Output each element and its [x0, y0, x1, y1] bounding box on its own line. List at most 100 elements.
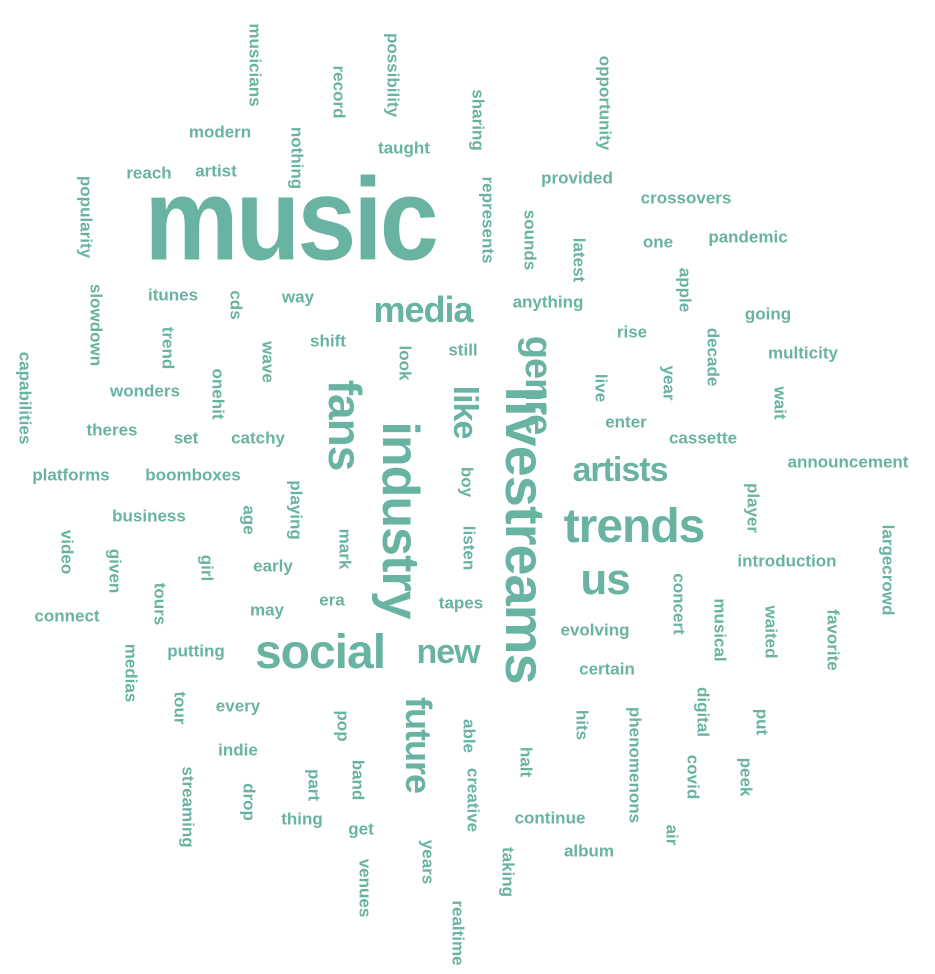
word-certain: certain	[579, 659, 635, 679]
word-apple: apple	[675, 267, 695, 313]
word-connect: connect	[34, 606, 100, 626]
word-enter: enter	[605, 412, 647, 432]
word-wait: wait	[770, 386, 790, 420]
word-wave: wave	[258, 341, 278, 383]
word-crossovers: crossovers	[640, 188, 732, 208]
word-air: air	[662, 824, 682, 846]
word-musical: musical	[710, 598, 730, 662]
word-taught: taught	[378, 138, 430, 158]
word-live: live	[591, 373, 611, 403]
word-concert: concert	[669, 573, 689, 635]
word-future: future	[398, 697, 439, 793]
word-nothing: nothing	[287, 126, 307, 190]
word-record: record	[329, 65, 349, 119]
word-tapes: tapes	[438, 593, 484, 613]
word-band: band	[348, 759, 368, 801]
word-catchy: catchy	[231, 428, 285, 448]
word-thing: thing	[281, 809, 323, 829]
word-pandemic: pandemic	[708, 227, 788, 247]
word-slowdown: slowdown	[86, 283, 106, 367]
word-shift: shift	[310, 331, 346, 351]
word-represents: represents	[478, 176, 498, 264]
word-artist: artist	[195, 161, 237, 181]
word-given: given	[105, 548, 125, 594]
word-halt: halt	[516, 746, 536, 778]
word-wonders: wonders	[110, 381, 180, 401]
word-fans: fans	[319, 379, 371, 471]
word-able: able	[459, 718, 479, 754]
word-mark: mark	[335, 528, 355, 570]
word-new: new	[416, 633, 480, 671]
word-digital: digital	[693, 686, 713, 738]
word-age: age	[239, 505, 259, 535]
word-trends: trends	[563, 500, 706, 553]
word-realtime: realtime	[448, 900, 468, 966]
word-like: like	[446, 385, 484, 439]
word-get: get	[348, 819, 374, 839]
word-industry: industry	[371, 421, 429, 619]
word-favorite: favorite	[823, 609, 843, 671]
word-popularity: popularity	[76, 175, 96, 259]
word-musicians: musicians	[245, 23, 265, 107]
word-capabilities: capabilities	[15, 351, 35, 445]
word-media: media	[373, 289, 473, 330]
word-medias: medias	[121, 643, 141, 703]
word-rise: rise	[616, 322, 648, 342]
word-still: still	[448, 340, 478, 360]
word-provided: provided	[541, 168, 613, 188]
word-boy: boy	[457, 466, 477, 498]
word-introduction: introduction	[737, 551, 837, 571]
word-latest: latest	[569, 237, 589, 283]
word-multicity: multicity	[768, 343, 838, 363]
word-us: us	[580, 555, 630, 604]
word-modern: modern	[188, 122, 252, 142]
word-covid: covid	[683, 754, 703, 800]
word-tours: tours	[150, 582, 170, 626]
word-going: going	[744, 304, 792, 324]
word-continue: continue	[514, 808, 586, 828]
word-playing: playing	[286, 480, 306, 540]
word-pop: pop	[333, 710, 353, 742]
word-platforms: platforms	[32, 465, 110, 485]
word-trend: trend	[158, 326, 178, 370]
word-player: player	[743, 482, 763, 534]
word-early: early	[253, 556, 293, 576]
word-way: way	[281, 287, 315, 307]
word-streaming: streaming	[178, 766, 198, 848]
word-years: years	[418, 839, 438, 885]
word-social: social	[254, 626, 386, 679]
word-boomboxes: boomboxes	[145, 465, 241, 485]
word-announcement: announcement	[787, 452, 909, 472]
word-era: era	[319, 590, 345, 610]
word-opportunity: opportunity	[595, 55, 615, 151]
word-may: may	[249, 600, 285, 620]
word-creative: creative	[463, 767, 483, 833]
word-drop: drop	[239, 783, 259, 821]
word-itunes: itunes	[147, 285, 199, 305]
word-sharing: sharing	[468, 89, 488, 151]
word-set: set	[173, 428, 199, 448]
word-taking: taking	[498, 846, 518, 898]
word-reach: reach	[126, 163, 172, 183]
word-album: album	[563, 841, 615, 861]
word-waited: waited	[761, 605, 781, 659]
word-look: look	[395, 345, 415, 381]
word-cassette: cassette	[668, 428, 738, 448]
word-indie: indie	[218, 740, 258, 760]
word-put: put	[752, 708, 772, 736]
word-hits: hits	[572, 709, 592, 741]
word-year: year	[659, 365, 679, 401]
word-peek: peek	[736, 757, 756, 797]
word-largecrowd: largecrowd	[878, 524, 898, 616]
word-music: music	[144, 155, 438, 285]
word-listen: listen	[459, 525, 479, 571]
word-one: one	[642, 232, 674, 252]
word-girl: girl	[197, 554, 217, 582]
word-tour: tour	[170, 691, 190, 725]
word-decade: decade	[703, 327, 723, 387]
word-cds: cds	[226, 290, 246, 320]
word-onehit: onehit	[208, 368, 228, 420]
word-evolving: evolving	[560, 620, 630, 640]
word-part: part	[304, 768, 324, 802]
